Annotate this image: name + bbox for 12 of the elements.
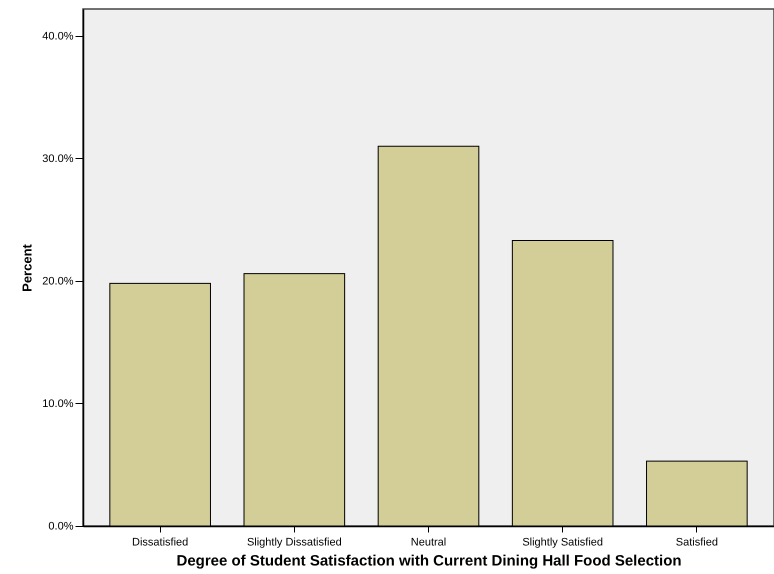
x-tick-label: Slightly Satisfied — [522, 536, 604, 548]
x-tick-label: Dissatisfied — [132, 536, 188, 548]
y-axis-title: Percent — [19, 243, 34, 292]
x-tick-label: Neutral — [410, 536, 446, 548]
x-axis-title: Degree of Student Satisfaction with Current Dining Hall Food Selection — [176, 552, 682, 570]
x-tick-label: Slightly Dissatisfied — [246, 536, 342, 548]
y-tick-label: 30.0% — [42, 152, 74, 165]
y-tick-label: 40.0% — [42, 30, 74, 42]
y-tick-label: 10.0% — [42, 398, 74, 410]
y-tick-label: 20.0% — [42, 275, 74, 288]
x-tick-label: Satisfied — [676, 536, 718, 548]
y-tick-label: 0.0% — [48, 520, 74, 532]
